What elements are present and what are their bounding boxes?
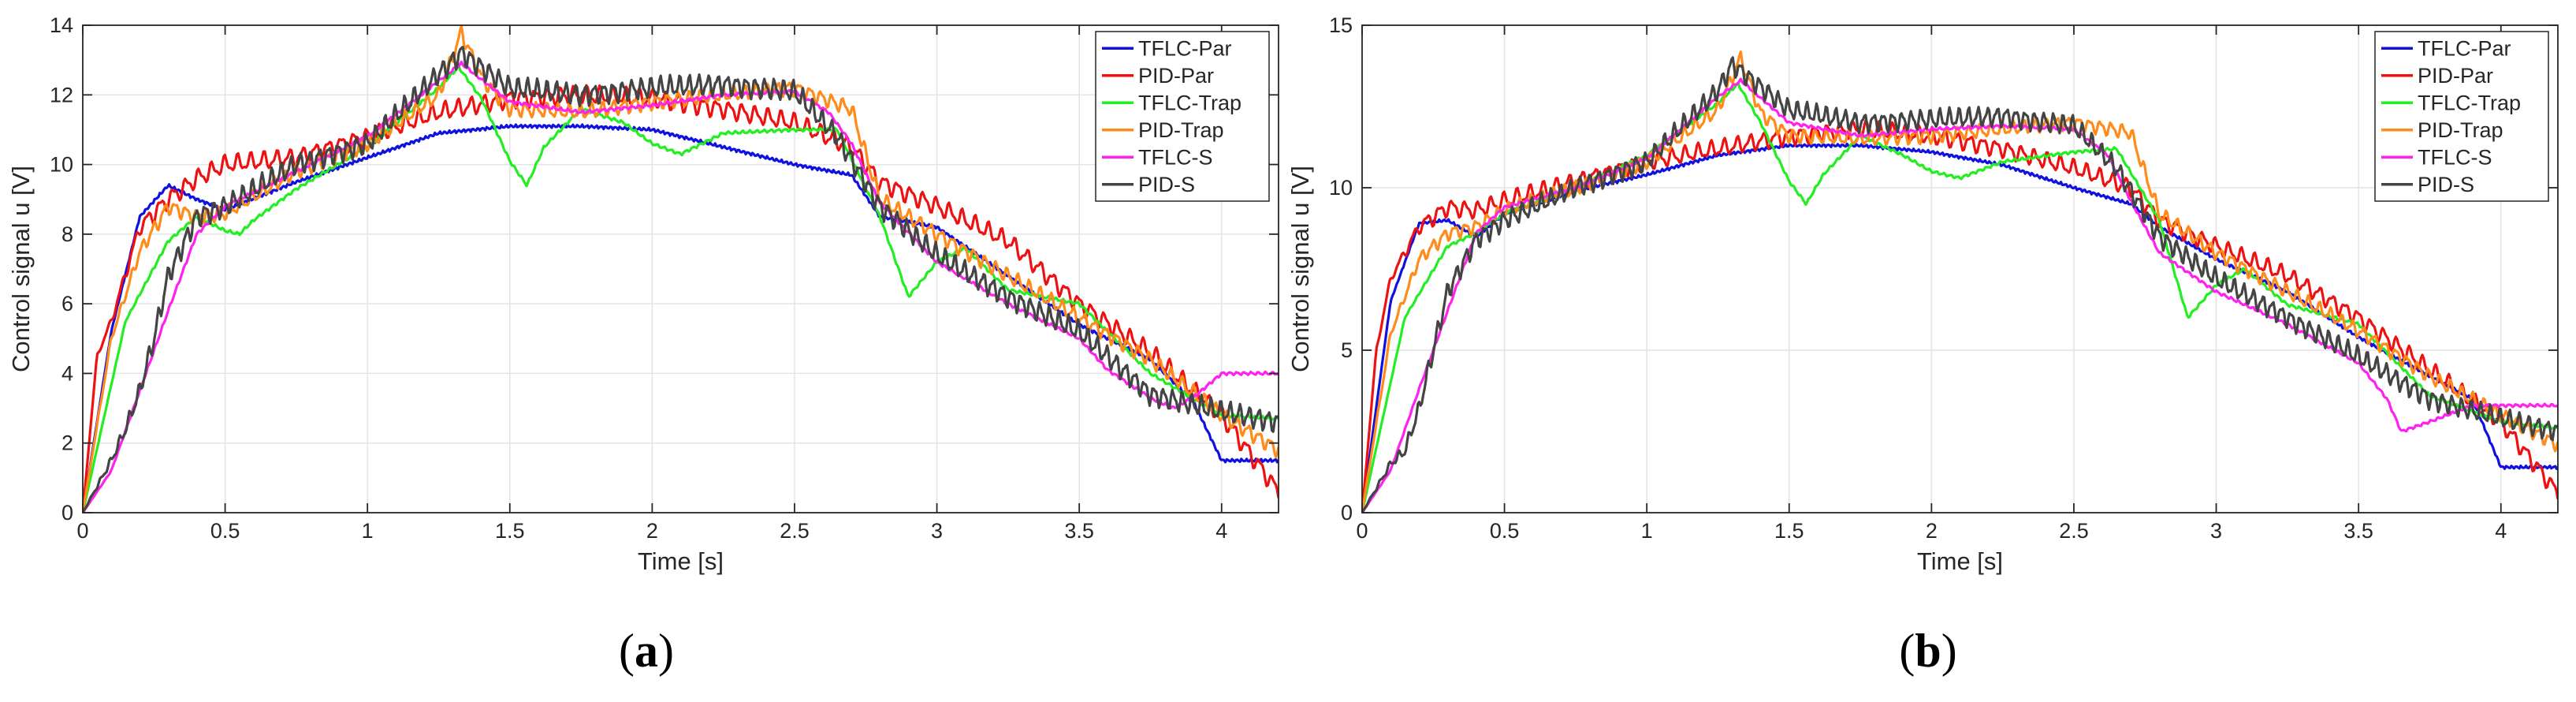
series-group xyxy=(83,25,1279,513)
panel-b: 0 0.5 1 1.5 2 2.5 3 3.5 4 0 5 10 15 Time [s] Control s… xyxy=(1286,13,2559,575)
x-tick-label: 0 xyxy=(1356,519,1368,543)
legend-label-tflc-trap: TFLC-Trap xyxy=(2418,91,2521,114)
x-axis-label: Time [s] xyxy=(638,547,724,575)
x-tick-label: 1 xyxy=(362,519,374,543)
x-tick-label: 3 xyxy=(931,519,943,543)
x-tick-label: 4 xyxy=(2495,519,2507,543)
y-tick-label: 10 xyxy=(50,153,73,177)
x-tick-label: 3 xyxy=(2210,519,2222,543)
legend-label-tflc-s: TFLC-S xyxy=(2418,145,2492,169)
axes-box xyxy=(82,24,1279,513)
x-tick-label: 2 xyxy=(1926,519,1938,543)
x-tick-label: 1.5 xyxy=(1774,519,1804,543)
x-tick-label: 0.5 xyxy=(1490,519,1520,543)
y-tick-label: 5 xyxy=(1341,338,1353,362)
axes-box xyxy=(1361,24,2559,513)
series-line-pid-s xyxy=(1362,56,2558,513)
legend: TFLC-Par PID-Par TFLC-Trap PID-Trap TFLC-S PI… xyxy=(1095,31,1270,202)
x-tick-label: 4 xyxy=(1215,519,1227,543)
panel-caption-a: (a) xyxy=(619,625,674,677)
y-axis-label: Control signal u [V] xyxy=(7,166,35,372)
panel-caption-b: (b) xyxy=(1899,625,1956,677)
legend-label-tflc-s: TFLC-S xyxy=(1138,145,1213,169)
y-tick-label: 10 xyxy=(1329,176,1353,200)
x-tick-label: 3.5 xyxy=(1064,519,1094,543)
legend-box xyxy=(2374,31,2549,202)
y-tick-label: 6 xyxy=(61,292,73,316)
x-tick-label: 2 xyxy=(646,519,658,543)
y-axis-label: Control signal u [V] xyxy=(1286,166,1314,372)
legend-box xyxy=(1095,31,1270,202)
series-line-tflc-s xyxy=(83,60,1279,513)
legend-label-pid-trap: PID-Trap xyxy=(1138,118,1224,142)
legend-label-tflc-par: TFLC-Par xyxy=(2418,36,2511,60)
series-line-tflc-trap xyxy=(83,64,1279,513)
y-tick-label: 2 xyxy=(61,431,73,455)
y-tick-label: 15 xyxy=(1329,13,1353,37)
y-tick-label: 8 xyxy=(61,222,73,246)
legend-label-pid-s: PID-S xyxy=(2418,173,2474,196)
legend-label-pid-trap: PID-Trap xyxy=(2418,118,2503,142)
x-tick-label: 2.5 xyxy=(2059,519,2089,543)
legend-label-tflc-par: TFLC-Par xyxy=(1138,36,1232,60)
x-tick-label: 0.5 xyxy=(210,519,240,543)
y-tick-label: 0 xyxy=(1341,501,1353,525)
legend-label-pid-par: PID-Par xyxy=(2418,64,2493,88)
series-line-pid-s xyxy=(83,46,1279,513)
x-axis-label: Time [s] xyxy=(1917,547,2003,575)
series-group xyxy=(1362,50,2558,513)
x-tick-label: 3.5 xyxy=(2343,519,2373,543)
legend-label-pid-par: PID-Par xyxy=(1138,64,1214,88)
x-tick-label: 2.5 xyxy=(780,519,810,543)
y-tick-label: 12 xyxy=(50,83,73,106)
y-tick-label: 0 xyxy=(61,501,73,525)
legend-label-pid-s: PID-S xyxy=(1138,173,1195,196)
legend: TFLC-Par PID-Par TFLC-Trap PID-Trap TFLC-S PI… xyxy=(2374,31,2549,202)
legend-label-tflc-trap: TFLC-Trap xyxy=(1138,91,1241,114)
x-tick-label: 1 xyxy=(1641,519,1653,543)
y-tick-label: 4 xyxy=(61,361,73,385)
x-tick-label: 0 xyxy=(76,519,88,543)
x-tick-label: 1.5 xyxy=(495,519,525,543)
panel-a: 0 0.5 1 1.5 2 2.5 3 3.5 4 0 2 4 6 8 10 12 14 Time [s] Cont… xyxy=(7,13,1279,575)
y-tick-label: 14 xyxy=(50,13,73,37)
